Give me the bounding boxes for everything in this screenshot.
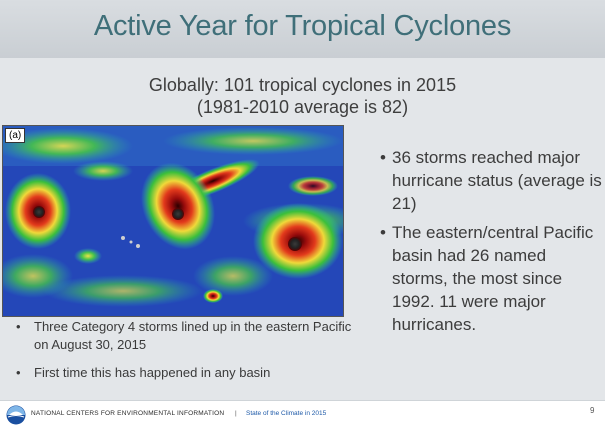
bullet-icon: •	[16, 319, 21, 334]
left-bullet-text: First time this has happened in any basi…	[34, 365, 271, 380]
left-bullet-list: • Three Category 4 storms lined up in th…	[12, 318, 352, 392]
left-bullet-item: • First time this has happened in any ba…	[12, 364, 352, 382]
right-bullet-item: • 36 storms reached major hurricane stat…	[380, 146, 602, 215]
noaa-logo-icon	[6, 405, 26, 425]
image-label: (a)	[5, 128, 26, 143]
footer-separator: |	[235, 410, 237, 417]
page-number: 9	[590, 406, 595, 415]
subtitle-line-1: Globally: 101 tropical cyclones in 2015	[148, 75, 457, 95]
bullet-icon: •	[380, 223, 386, 242]
left-bullet-item: • Three Category 4 storms lined up in th…	[12, 318, 352, 354]
footer: NATIONAL CENTERS FOR ENVIRONMENTAL INFOR…	[0, 400, 605, 428]
satellite-image-graphic	[3, 126, 343, 316]
footer-organization: NATIONAL CENTERS FOR ENVIRONMENTAL INFOR…	[31, 410, 225, 417]
subtitle-line-2: (1981-2010 average is 82)	[196, 97, 409, 117]
bullet-icon: •	[380, 148, 386, 167]
satellite-image: (a)	[2, 125, 344, 317]
left-bullet-text: Three Category 4 storms lined up in the …	[34, 319, 352, 352]
right-bullet-text: 36 storms reached major hurricane status…	[392, 148, 602, 213]
bullet-icon: •	[16, 365, 21, 380]
right-bullet-list: • 36 storms reached major hurricane stat…	[380, 146, 602, 342]
right-bullet-item: • The eastern/central Pacific basin had …	[380, 221, 602, 336]
footer-report-title: State of the Climate in 2015	[246, 410, 327, 417]
slide-title: Active Year for Tropical Cyclones	[93, 10, 512, 42]
right-bullet-text: The eastern/central Pacific basin had 26…	[392, 223, 594, 334]
